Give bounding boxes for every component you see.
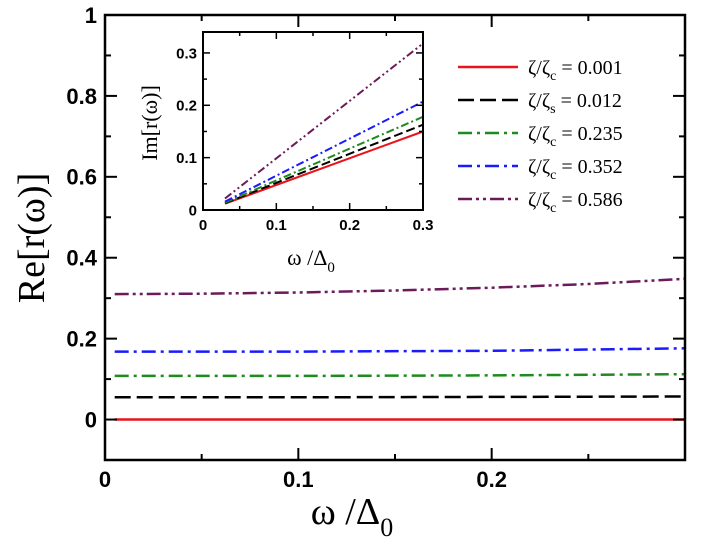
inset-series-line-3: [224, 100, 424, 203]
main-y-axis-label: Re[r(ω)]: [11, 173, 53, 304]
main-y-tick-label: 0.8: [66, 84, 97, 109]
main-x-axis-label: ω /Δ0: [311, 491, 394, 542]
inset-y-tick-label: 0.1: [176, 150, 197, 167]
main-plot: 0 0.1 0.2 0 0.2 0.4 0.6 0.8 1 Re[r(ω)] ω /Δ0: [11, 3, 687, 542]
main-series-group: [114, 277, 686, 421]
inset-y-tick-label: 0.3: [176, 45, 197, 62]
inset-plot: 0 0.1 0.2 0.3 0 0.1 0.2 0.3 Im[r(ω)] ω /Δ0: [137, 31, 434, 276]
main-series-line-2: [114, 372, 686, 378]
inset-series-line-1: [224, 123, 424, 205]
main-y-tick-label: 0.2: [66, 327, 97, 352]
inset-x-tick-label: 0.3: [413, 217, 434, 234]
main-x-tick-label: 0: [99, 467, 111, 492]
inset-plot-background: [203, 32, 423, 210]
inset-series-group: [224, 42, 424, 205]
inset-x-tick-label: 0: [199, 217, 207, 234]
inset-x-tick-label: 0.1: [266, 217, 287, 234]
inset-x-ticks: 0 0.1 0.2 0.3: [199, 32, 434, 234]
inset-y-tick-label: 0: [189, 202, 197, 219]
legend-label-2: ζ/ζc = 0.235: [528, 123, 623, 150]
main-x-tick-label: 0.2: [476, 467, 507, 492]
inset-y-axis-label: Im[r(ω)]: [137, 85, 162, 161]
inset-y-ticks: 0 0.1 0.2 0.3: [176, 45, 423, 219]
legend: ζ/ζc = 0.001 ζ/ζs = 0.012 ζ/ζc = 0.235 ζ/ζc…: [458, 57, 623, 216]
main-y-tick-label: 1: [85, 3, 97, 28]
main-y-ticks: 0 0.2 0.4 0.6 0.8 1: [66, 3, 685, 461]
main-series-line-4: [114, 277, 686, 296]
main-y-tick-label: 0.6: [66, 165, 97, 190]
inset-y-tick-label: 0.2: [176, 98, 197, 115]
legend-label-1: ζ/ζs = 0.012: [528, 90, 622, 117]
inset-x-tick-label: 0.2: [339, 217, 360, 234]
main-series-line-3: [114, 347, 686, 353]
inset-series-line-2: [224, 115, 424, 204]
main-x-tick-label: 0.1: [283, 467, 314, 492]
legend-label-3: ζ/ζc = 0.352: [528, 156, 623, 183]
legend-label-4: ζ/ζc = 0.586: [528, 189, 623, 216]
main-series-line-1: [114, 395, 686, 399]
main-y-tick-label: 0.4: [66, 246, 97, 271]
inset-series-line-0: [224, 130, 424, 205]
main-x-ticks: 0 0.1 0.2: [99, 15, 590, 492]
inset-x-axis-label: ω /Δ0: [287, 245, 335, 276]
main-y-tick-label: 0: [85, 407, 97, 432]
legend-label-0: ζ/ζc = 0.001: [528, 57, 623, 84]
